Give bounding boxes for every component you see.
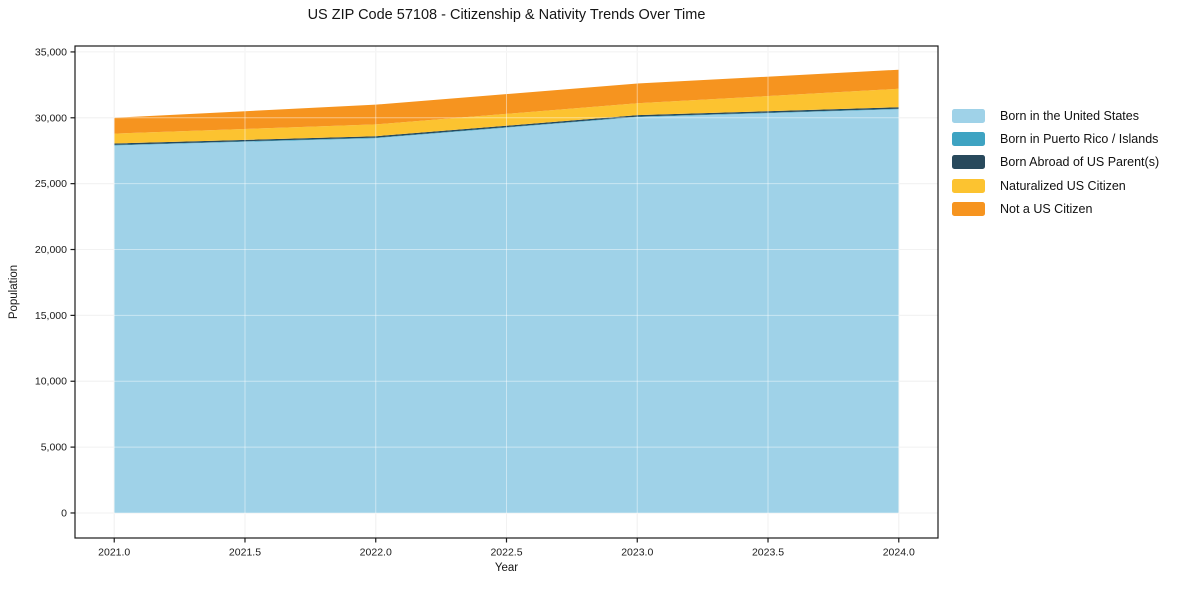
area-born-abroad-of-us-parent-s: [114, 107, 899, 145]
legend-swatch-born-abroad: [952, 155, 985, 170]
legend-label: Born in Puerto Rico / Islands: [1000, 132, 1159, 147]
y-tick-label: 5,000: [41, 442, 67, 454]
y-tick-label: 25,000: [35, 178, 67, 190]
legend-item: Born Abroad of US Parent(s): [952, 151, 1159, 174]
legend-label: Born Abroad of US Parent(s): [1000, 155, 1160, 170]
legend-item: Born in Puerto Rico / Islands: [952, 127, 1159, 150]
y-tick-label: 15,000: [35, 310, 67, 322]
legend-label: Born in the United States: [1000, 108, 1139, 123]
legend-item: Born in the United States: [952, 104, 1159, 127]
legend-swatch-not-citizen: [952, 202, 985, 217]
legend-swatch-born-pr: [952, 132, 985, 147]
legend-swatch-naturalized: [952, 178, 985, 193]
x-tick-label: 2023.0: [621, 547, 653, 559]
x-tick-label: 2022.0: [360, 547, 392, 559]
legend-label: Naturalized US Citizen: [1000, 178, 1126, 193]
legend-item: Not a US Citizen: [952, 198, 1159, 221]
y-tick-label: 0: [61, 507, 67, 519]
area-not-a-us-citizen: [114, 69, 899, 134]
area-naturalized-us-citizen: [114, 88, 899, 144]
y-tick-label: 10,000: [35, 376, 67, 388]
y-tick-label: 30,000: [35, 112, 67, 124]
x-tick-label: 2021.0: [98, 547, 130, 559]
x-tick-label: 2021.5: [229, 547, 261, 559]
x-tick-label: 2023.5: [752, 547, 784, 559]
x-tick-label: 2022.5: [490, 547, 522, 559]
chart-title: US ZIP Code 57108 - Citizenship & Nativi…: [307, 7, 706, 23]
x-axis-label: Year: [494, 562, 519, 574]
legend-item: Naturalized US Citizen: [952, 174, 1159, 197]
area-born-in-the-united-states: [114, 109, 899, 513]
legend: Born in the United States Born in Puerto…: [952, 104, 1159, 221]
legend-swatch-born-us: [952, 108, 985, 123]
y-axis-label: Population: [8, 264, 20, 320]
x-tick-label: 2024.0: [883, 547, 915, 559]
y-tick-label: 35,000: [35, 46, 67, 58]
y-tick-label: 20,000: [35, 244, 67, 256]
legend-label: Not a US Citizen: [1000, 202, 1093, 217]
